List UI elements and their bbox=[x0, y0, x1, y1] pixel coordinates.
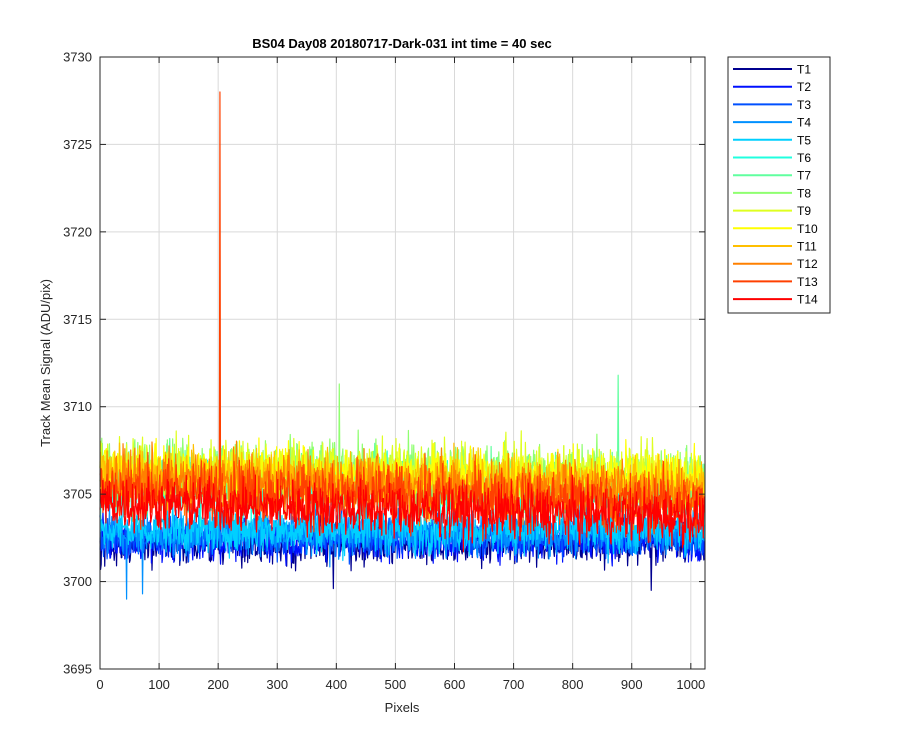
legend-label-t12: T12 bbox=[797, 257, 818, 271]
x-tick-label: 300 bbox=[266, 677, 288, 692]
y-tick-label: 3730 bbox=[63, 50, 92, 65]
tick-labels: 0 100 200 300 400 500 600 700 800 900 1000 3695 3700… bbox=[63, 50, 705, 693]
legend-label-t6: T6 bbox=[797, 151, 811, 165]
legend-label-t2: T2 bbox=[797, 80, 811, 94]
y-tick-label: 3705 bbox=[63, 487, 92, 502]
y-tick-label: 3710 bbox=[63, 399, 92, 414]
legend-label-t1: T1 bbox=[797, 63, 811, 77]
x-tick-label: 800 bbox=[562, 677, 584, 692]
legend: T1 T2 T3 T4 T5 T6 T7 T8 T9 T10 T11 T12 T13 T14 bbox=[727, 56, 831, 314]
series-line-t13 bbox=[99, 91, 706, 543]
chart-title: BS04 Day08 20180717-Dark-031 int time = … bbox=[252, 36, 552, 51]
legend-label-t11: T11 bbox=[797, 240, 817, 254]
legend-label-t14: T14 bbox=[797, 293, 818, 307]
y-tick-label: 3695 bbox=[63, 662, 92, 677]
legend-label-t13: T13 bbox=[797, 275, 818, 289]
y-axis-label: Track Mean Signal (ADU/pix) bbox=[38, 279, 53, 447]
y-tick-label: 3720 bbox=[63, 224, 92, 239]
legend-label-t9: T9 bbox=[797, 204, 811, 218]
y-tick-label: 3725 bbox=[63, 137, 92, 152]
plot-area bbox=[100, 57, 705, 669]
x-tick-label: 700 bbox=[503, 677, 525, 692]
x-tick-label: 900 bbox=[621, 677, 643, 692]
legend-label-t4: T4 bbox=[797, 116, 811, 130]
series-layer bbox=[99, 91, 706, 600]
legend-box bbox=[727, 56, 831, 314]
legend-label-t8: T8 bbox=[797, 186, 811, 200]
legend-label-t5: T5 bbox=[797, 133, 811, 147]
y-tick-label: 3715 bbox=[63, 312, 92, 327]
x-tick-label: 500 bbox=[385, 677, 407, 692]
x-tick-label: 200 bbox=[207, 677, 229, 692]
x-tick-label: 0 bbox=[96, 677, 103, 692]
x-tick-label: 400 bbox=[325, 677, 347, 692]
series-line-t14 bbox=[99, 470, 706, 553]
legend-label-t3: T3 bbox=[797, 98, 811, 112]
y-tick-label: 3700 bbox=[63, 574, 92, 589]
x-tick-label: 100 bbox=[148, 677, 170, 692]
legend-label-t7: T7 bbox=[797, 169, 811, 183]
x-axis-label: Pixels bbox=[385, 700, 420, 715]
legend-label-t10: T10 bbox=[797, 222, 818, 236]
x-tick-label: 1000 bbox=[676, 677, 705, 692]
x-tick-label: 600 bbox=[444, 677, 466, 692]
plot-frame bbox=[99, 56, 706, 670]
